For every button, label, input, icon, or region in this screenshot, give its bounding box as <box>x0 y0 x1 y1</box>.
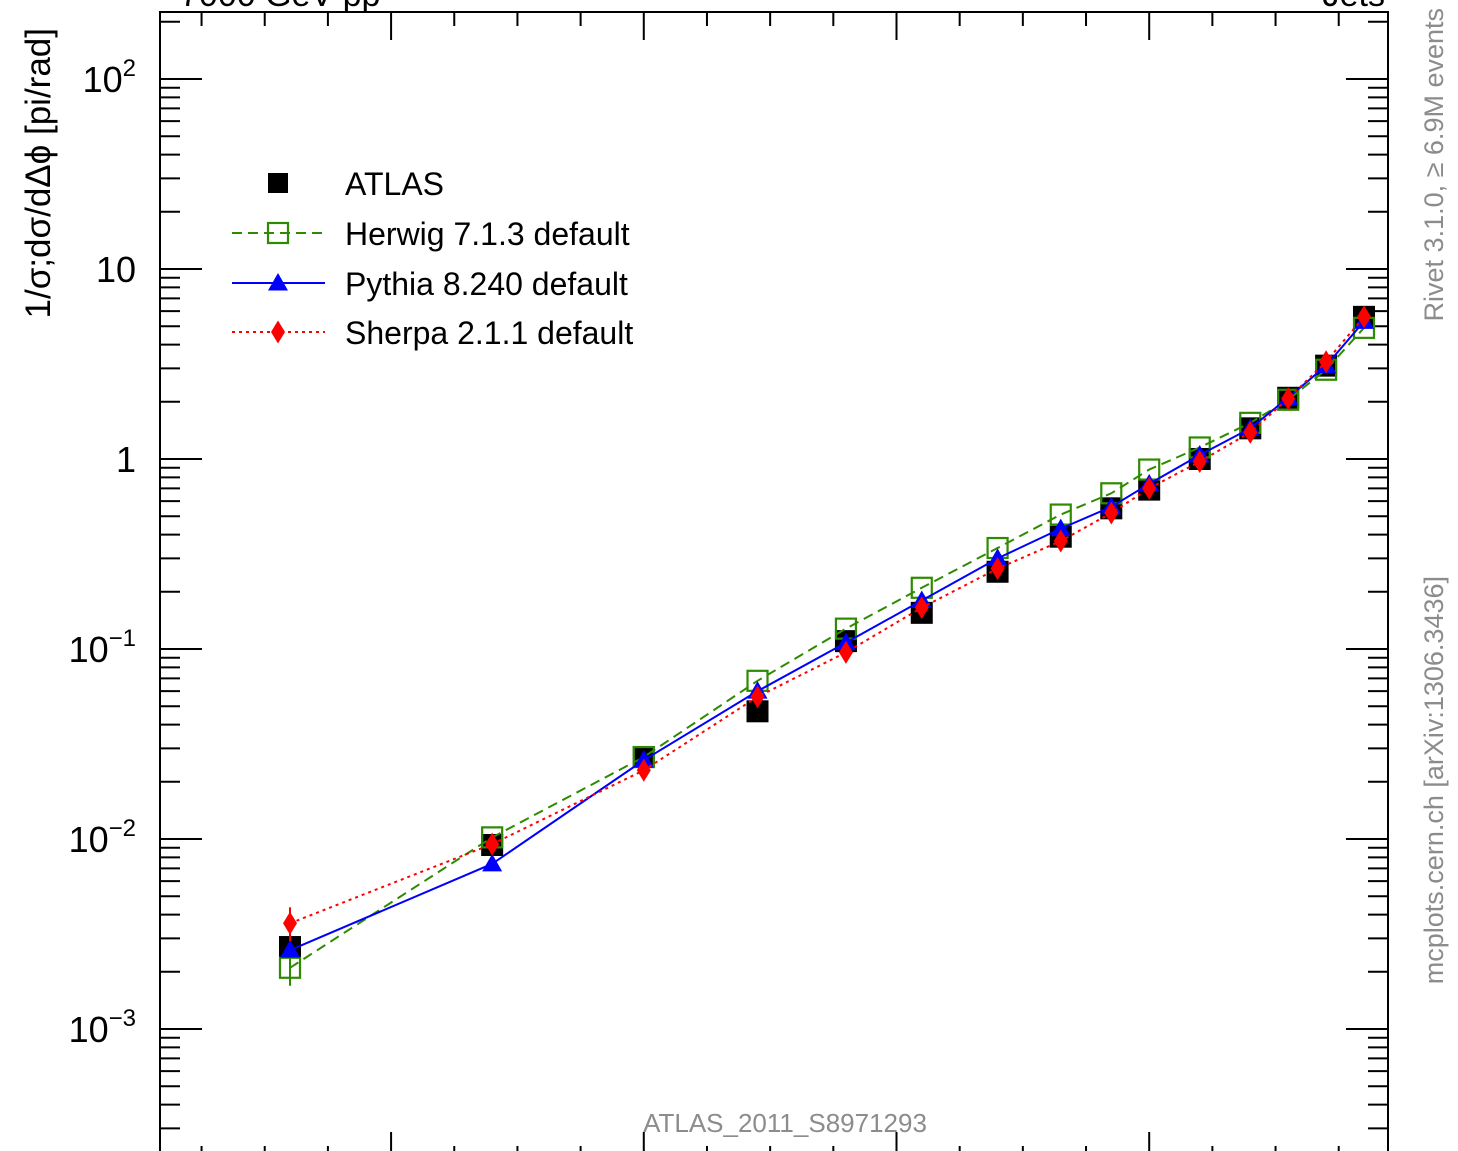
data-series <box>278 305 1376 986</box>
y-tick-label: 10−1 <box>69 625 136 670</box>
y-tick-label-exponent: −2 <box>109 815 136 842</box>
data-point <box>1053 529 1068 553</box>
chart-title: 7000 GeV pp <box>180 0 380 14</box>
legend-marker <box>271 320 285 344</box>
data-point <box>280 940 300 958</box>
legend-entry: Herwig 7.1.3 default <box>232 216 630 252</box>
series-line <box>289 316 1365 925</box>
data-point <box>1357 305 1371 329</box>
legend-entry: Pythia 8.240 default <box>232 266 628 302</box>
data-point <box>636 758 651 782</box>
data-point <box>1281 387 1296 411</box>
plot-frame <box>159 11 1389 1151</box>
data-point <box>1192 450 1207 474</box>
y-tick-label-exponent: −3 <box>109 1005 136 1032</box>
rivet-label: Rivet 3.1.0, ≥ 6.9M events <box>1419 8 1449 321</box>
legend: ATLAS Herwig 7.1.3 default Pythia 8.240 de… <box>232 166 633 351</box>
series-2 <box>280 311 1374 958</box>
y-tick-label: 10−2 <box>69 815 136 860</box>
legend-entry: Sherpa 2.1.1 default <box>232 315 633 351</box>
y-tick-label-exponent: −1 <box>109 625 136 652</box>
analysis-label: ATLAS_2011_S8971293 <box>643 1108 927 1138</box>
legend-marker <box>266 221 290 245</box>
y-axis-label: 1/σ;dσ/dΔϕ [pi/rad] <box>19 28 58 318</box>
legend-label: Sherpa 2.1.1 default <box>345 315 633 351</box>
x-axis-ticks <box>200 12 1340 1151</box>
chart-subtitle: Jets <box>1323 0 1385 14</box>
y-tick-label-base: 10 <box>96 249 136 290</box>
legend-label: Pythia 8.240 default <box>345 266 628 302</box>
data-point <box>283 911 297 935</box>
y-tick-label-base: 1 <box>116 439 136 480</box>
y-tick-label-base: 10 <box>69 1009 109 1050</box>
legend-entry: ATLAS <box>268 166 444 202</box>
series-line <box>289 327 1365 969</box>
y-axis-ticks <box>160 20 1388 1130</box>
data-point <box>1050 518 1071 537</box>
data-point <box>1319 350 1334 374</box>
data-point <box>1243 420 1258 444</box>
data-point <box>1142 476 1157 500</box>
legend-marker <box>268 273 288 291</box>
y-tick-label: 10 <box>96 249 136 290</box>
data-point <box>278 956 302 979</box>
y-tick-label-exponent: 2 <box>123 55 136 82</box>
data-point <box>1104 501 1119 525</box>
y-tick-label: 102 <box>83 55 136 100</box>
series-line <box>289 320 1365 952</box>
data-point <box>750 685 765 709</box>
series-1 <box>278 316 1376 986</box>
y-tick-label: 10−3 <box>69 1005 136 1050</box>
y-tick-label-base: 10 <box>69 629 109 670</box>
y-tick-label: 1 <box>116 439 136 480</box>
data-point <box>914 596 929 620</box>
data-point <box>990 557 1005 581</box>
data-point <box>482 853 503 872</box>
data-point <box>485 832 500 856</box>
series-3 <box>283 305 1371 942</box>
y-tick-label-base: 10 <box>83 59 123 100</box>
plot-frame-border <box>159 11 1389 1151</box>
data-point <box>838 640 853 664</box>
mcplots-label: mcplots.cern.ch [arXiv:1306.3436] <box>1419 576 1449 984</box>
legend-marker <box>268 173 288 193</box>
legend-label: Herwig 7.1.3 default <box>345 216 630 252</box>
legend-label: ATLAS <box>345 166 444 202</box>
series-0 <box>279 305 1375 959</box>
data-point <box>746 700 769 723</box>
y-tick-label-base: 10 <box>69 819 109 860</box>
